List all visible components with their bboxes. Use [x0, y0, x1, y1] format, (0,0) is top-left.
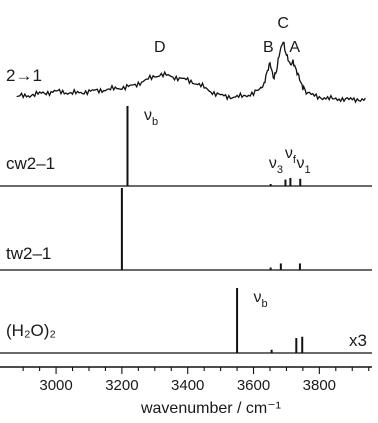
stick-label-cw2-1-3: ν3	[269, 155, 283, 176]
peak-label-b: B	[263, 39, 274, 56]
tick-label-3800: 3800	[303, 377, 336, 394]
experimental-trace	[16, 41, 366, 104]
peak-label-a: A	[289, 39, 300, 56]
tick-label-3400: 3400	[171, 377, 204, 394]
peak-label-d: D	[154, 39, 166, 56]
tick-label-3000: 3000	[39, 377, 72, 394]
tick-label-3600: 3600	[237, 377, 270, 394]
experimental-spectrum-panel: 2→1 D BCA	[6, 15, 366, 104]
stick-label-water-dimer-b: νb	[254, 289, 268, 310]
stick-label-cw2-1-1: ν1	[296, 155, 310, 176]
tw2-1-stick-panel: tw2–1	[0, 188, 372, 271]
panel-label-experimental: 2→1	[6, 66, 42, 85]
panel-label-tw2-1: tw2–1	[6, 244, 51, 263]
x-axis-ticks: 3000 3200 3400 3600 3800	[22, 367, 370, 394]
stick-label-cw2-1-b: νb	[144, 107, 158, 128]
peak-label-c: C	[277, 15, 289, 32]
water-dimer-stick-panel: (H₂O)₂ x3 νb	[0, 288, 372, 354]
scale-note: x3	[349, 331, 367, 350]
panel-label-water-dimer: (H₂O)₂	[6, 321, 56, 340]
stick-label-cw2-1-f: νf	[285, 145, 297, 166]
x-axis: 3000 3200 3400 3600 3800 wavenumber / cm⁻¹	[0, 366, 372, 417]
tick-label-3200: 3200	[105, 377, 138, 394]
panel-label-cw2-1: cw2–1	[6, 154, 55, 173]
peak-labels: D BCA	[154, 15, 300, 56]
x-axis-title: wavenumber / cm⁻¹	[140, 400, 281, 417]
